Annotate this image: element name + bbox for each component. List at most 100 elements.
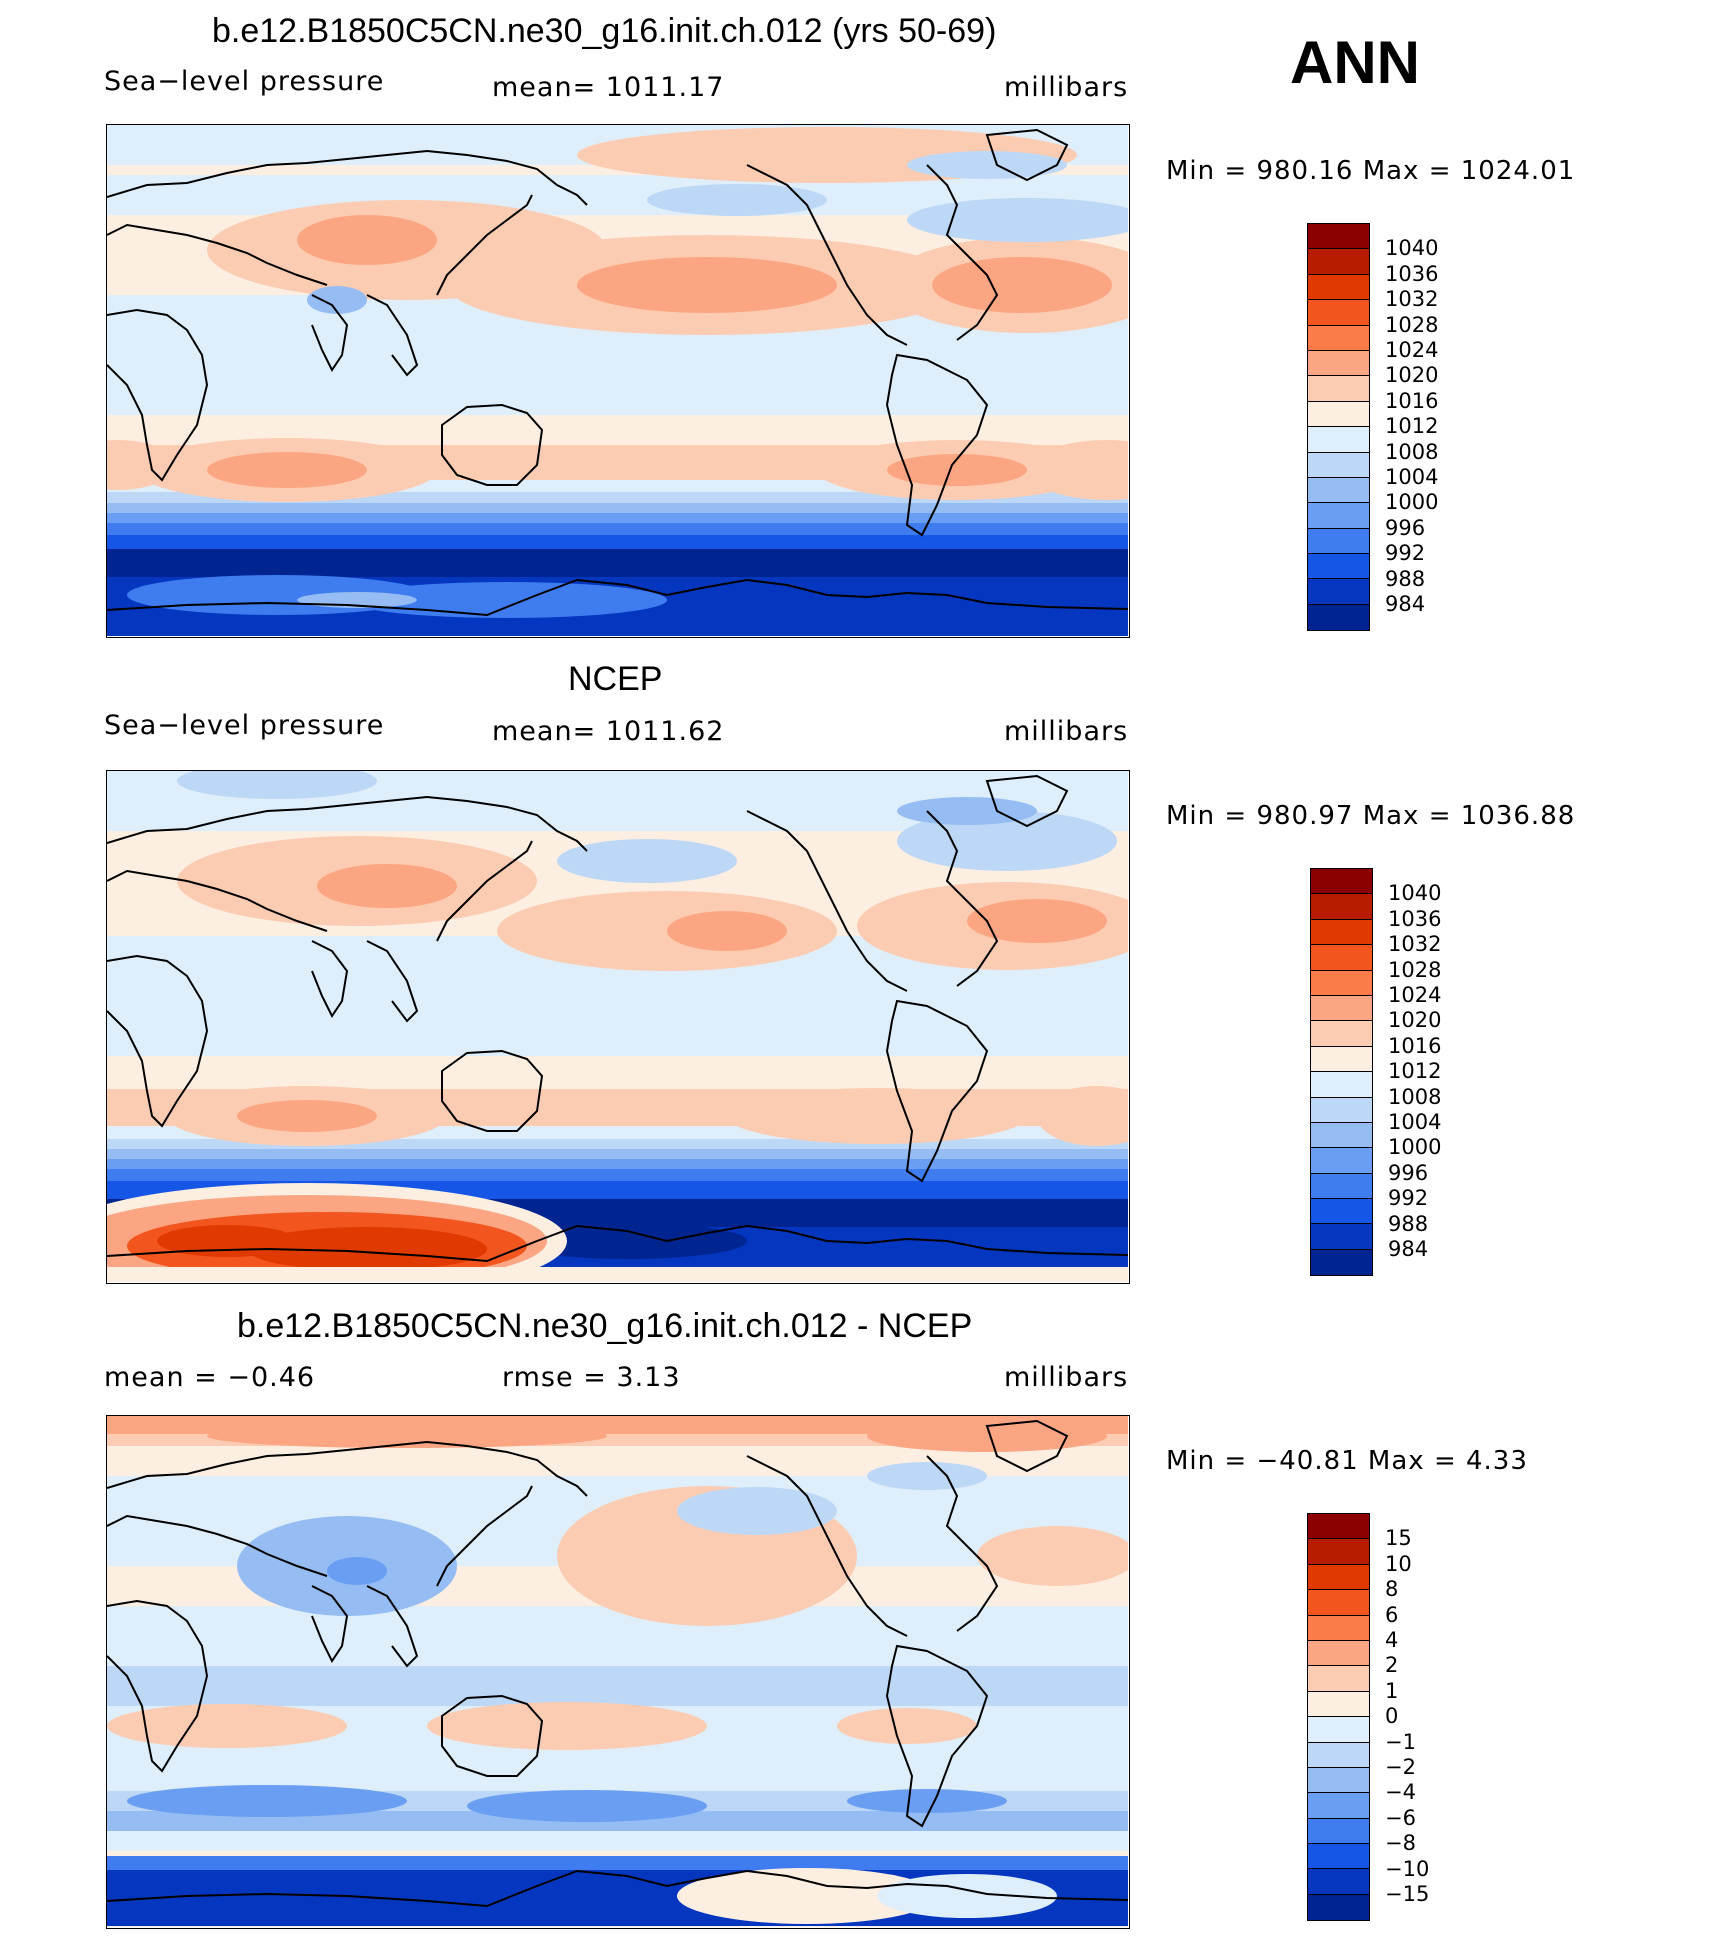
colorbar-swatch (1308, 1691, 1369, 1718)
colorbar-tick-label: −15 (1385, 1882, 1430, 1906)
colorbar-swatch (1308, 300, 1369, 326)
colorbar-tick-label: 15 (1385, 1526, 1412, 1551)
colorbar-swatch (1308, 477, 1369, 504)
contour-band (107, 523, 1128, 537)
colorbar-swatch (1311, 995, 1372, 1022)
colorbar-tick-label: 1008 (1388, 1084, 1442, 1109)
colorbar-tick-label: 1004 (1385, 465, 1439, 489)
panel-2-colorbar: 1040 1036 1032 1028 1024 1020 1016 1012 1008 1004… (1310, 868, 1450, 1278)
coastline (107, 1514, 328, 1577)
contour-region (207, 452, 367, 488)
coastline (107, 578, 1128, 617)
season-label: ANN (1290, 29, 1420, 96)
colorbar-tick-label: −8 (1385, 1831, 1416, 1856)
coastline (107, 1224, 1128, 1263)
contour-region (577, 257, 837, 313)
contour-region (1027, 440, 1128, 500)
colorbar-swatch (1308, 325, 1369, 351)
colorbar-tick-label: 992 (1388, 1186, 1429, 1211)
contour-region (667, 911, 787, 951)
coastline (885, 353, 989, 537)
contour-region (907, 198, 1128, 242)
contour-region (847, 1789, 1007, 1813)
colorbar-tick-label: 1016 (1385, 388, 1439, 413)
colorbar-swatch (1308, 401, 1369, 428)
colorbar-tick-label: 1012 (1388, 1059, 1442, 1084)
coastline (746, 810, 908, 992)
coastline (107, 1599, 209, 1773)
colorbar-tick-label: 1000 (1388, 1135, 1442, 1160)
colorbar-tick-label: 6 (1385, 1602, 1399, 1627)
colorbar-swatch (1308, 350, 1369, 377)
colorbar-swatch (1311, 1021, 1372, 1047)
colorbar-swatch (1311, 1046, 1372, 1073)
panel-3-minmax: Min = −40.81 Max = 4.33 (1166, 1446, 1528, 1476)
panel-2-minmax: Min = 980.97 Max = 1036.88 (1166, 801, 1576, 831)
colorbar-tick-label: 996 (1388, 1160, 1429, 1185)
coastline (107, 149, 588, 206)
colorbar-swatch (1311, 1148, 1372, 1174)
contour-band (107, 1149, 1128, 1161)
coastlines (107, 128, 1128, 617)
colorbar-swatch (1308, 1666, 1369, 1692)
colorbar-swatch (1308, 376, 1369, 402)
contour-region (727, 1088, 1027, 1144)
colorbar-swatch (1308, 579, 1369, 605)
colorbar-tick-label: 996 (1385, 515, 1426, 540)
panel-1-mean-label: mean= 1011.17 (492, 72, 725, 103)
colorbar-swatch (1308, 1767, 1369, 1794)
colorbar-tick-label: 1020 (1388, 1008, 1442, 1033)
contour-region (307, 286, 367, 314)
panel-2-units-label: millibars (1004, 716, 1129, 747)
contour-region (327, 1557, 387, 1585)
contour-band (107, 1831, 1128, 1851)
colorbar-tick-label: 1028 (1385, 312, 1439, 337)
contour-region (237, 1100, 377, 1132)
panel-1-minmax: Min = 980.16 Max = 1024.01 (1166, 156, 1576, 186)
contour-region (207, 1424, 607, 1448)
contour-region (867, 1420, 1107, 1452)
coastline (926, 1455, 999, 1632)
colorbar-tick-label: 1024 (1388, 983, 1442, 1007)
colorbar-swatch (1308, 249, 1369, 275)
colorbar-tick-label: 1036 (1388, 906, 1442, 931)
contour-region (107, 1704, 347, 1748)
panel-1-title: b.e12.B1850C5CN.ne30_g16.init.ch.012 (yr… (212, 12, 997, 50)
contour-region (507, 1223, 747, 1259)
contour-region (427, 1702, 707, 1750)
contour-field (107, 1416, 1128, 1927)
contour-region (887, 454, 1027, 486)
colorbar-swatch (1308, 503, 1369, 529)
colorbar-tick-label: −2 (1385, 1755, 1416, 1779)
colorbar-swatch (1311, 869, 1372, 895)
contour-region (932, 257, 1112, 313)
colorbar-tick-label: 992 (1385, 541, 1426, 566)
panel-3-rmse-label: rmse = 3.13 (502, 1362, 681, 1393)
colorbar-tick-label: 1000 (1385, 490, 1439, 515)
coastline (311, 1585, 349, 1663)
contour-band (107, 1159, 1128, 1171)
panel-3-map (106, 1415, 1130, 1929)
contour-band (107, 1856, 1128, 1870)
colorbar-swatch (1308, 1717, 1369, 1743)
contour-region (647, 184, 827, 216)
colorbar-tick-label: 1024 (1385, 338, 1439, 362)
panel-3-colorbar: 15 10 8 6 4 2 1 0 −1 −2 −4 −6 −8 −10 −15 (1307, 1513, 1447, 1923)
contour-region (677, 1868, 937, 1924)
panel-1-units-label: millibars (1004, 72, 1129, 103)
colorbar-tick-label: 1040 (1388, 881, 1442, 906)
panel-3-title: b.e12.B1850C5CN.ne30_g16.init.ch.012 - N… (237, 1307, 973, 1345)
contour-region (837, 1708, 977, 1744)
colorbar-swatch (1308, 224, 1369, 250)
contour-region (467, 1790, 707, 1822)
colorbar-swatch (1308, 427, 1369, 453)
colorbar-tick-label: −10 (1385, 1856, 1430, 1881)
contour-region (897, 811, 1117, 871)
colorbar-swatch (1311, 1249, 1372, 1276)
panel-1-variable-label: Sea−level pressure (104, 66, 385, 97)
colorbar-swatch (1308, 1894, 1369, 1921)
colorbar-swatch (1308, 604, 1369, 631)
colorbar-swatch (1308, 554, 1369, 580)
coastline (746, 1455, 908, 1637)
panel-2-title: NCEP (568, 660, 663, 698)
